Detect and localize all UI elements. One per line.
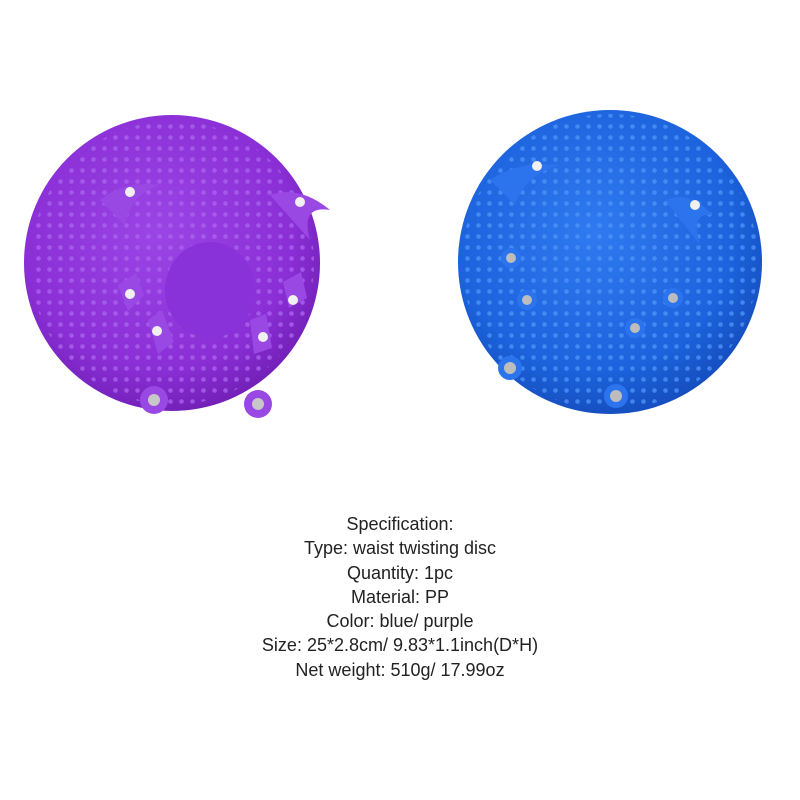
purple-disc (24, 115, 330, 418)
spec-line: Quantity: 1pc (346, 562, 454, 583)
spec-line: Material: PP (350, 586, 450, 607)
specification: Specification: Type: waist twisting disc… (0, 512, 800, 682)
product-photo (24, 110, 762, 418)
spec-line: Net weight: 510g/ 17.99oz (295, 659, 505, 680)
spec-line: Color: blue/ purple (326, 611, 474, 632)
spec-line: Size: 25*2.8cm/ 9.83*1.1inch(D*H) (261, 635, 539, 656)
spec-title: Specification: (346, 514, 454, 534)
blue-disc (458, 110, 762, 414)
spec-line: Type: waist twisting disc (303, 538, 497, 559)
